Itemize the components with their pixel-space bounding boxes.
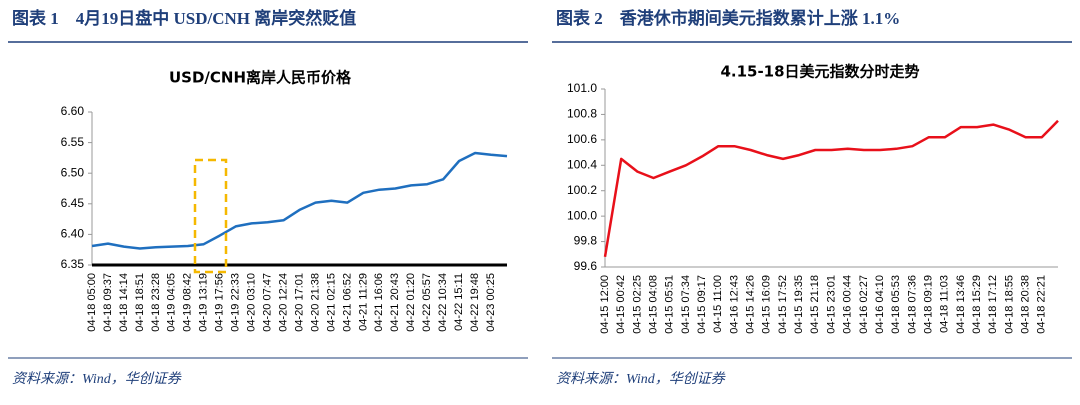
x-tick-label: 04-16 04:10	[874, 275, 886, 334]
x-tick-label: 04-19 04:05	[166, 273, 178, 332]
y-tick-label: 99.8	[574, 234, 598, 248]
y-tick-label: 6.40	[61, 227, 85, 241]
y-tick-label: 6.50	[61, 165, 85, 179]
x-tick-label: 04-20 21:38	[309, 273, 321, 332]
x-tick-label: 04-20 17:01	[293, 273, 305, 332]
x-tick-label: 04-18 09:37	[102, 273, 114, 332]
x-tick-label: 04-19 08:42	[182, 273, 194, 332]
x-tick-label: 04-19 22:33	[230, 273, 242, 332]
y-tick-label: 101.0	[567, 81, 597, 95]
x-tick-label: 04-23 00:25	[485, 273, 497, 332]
y-tick-label: 6.35	[61, 257, 85, 271]
x-tick-label: 04-20 12:24	[277, 273, 289, 332]
series-line	[603, 119, 1059, 258]
x-tick-label: 04-18 18:55	[1003, 275, 1015, 334]
x-tick-label: 04-22 01:20	[405, 273, 417, 332]
x-tick-label: 04-15 12:00	[599, 275, 611, 334]
source: 资料来源：Wind，华创证券	[556, 371, 726, 387]
x-tick-label: 04-22 10:34	[437, 273, 449, 332]
x-tick-label: 04-16 00:44	[842, 275, 854, 334]
panel-heading: 图表 2 香港休市期间美元指数累计上涨 1.1%	[556, 8, 900, 28]
x-tick-label: 04-20 03:10	[246, 273, 258, 332]
x-tick-label: 04-20 07:47	[261, 273, 273, 332]
y-tick-label: 100.6	[567, 132, 597, 146]
x-tick-label: 04-15 00:42	[615, 275, 627, 334]
series-line	[91, 151, 508, 250]
x-tick-label: 04-15 21:18	[809, 275, 821, 334]
y-tick-label: 99.6	[574, 259, 598, 273]
y-tick-label: 6.55	[61, 135, 85, 149]
x-tick-label: 04-18 05:53	[890, 275, 902, 334]
x-tick-label: 04-15 16:09	[761, 275, 773, 334]
x-tick-label: 04-18 11:03	[939, 275, 951, 333]
x-tick-label: 04-18 07:36	[906, 275, 918, 334]
highlight-box	[193, 158, 228, 274]
x-tick-label: 04-22 19:48	[469, 273, 481, 332]
x-tick-label: 04-15 04:08	[647, 275, 659, 334]
x-tick-label: 04-21 11:29	[357, 273, 369, 331]
x-tick-label: 04-21 02:15	[325, 273, 337, 332]
y-tick-label: 100.2	[567, 183, 597, 197]
chart-title: USD/CNH离岸人民币价格	[169, 69, 352, 87]
x-tick-label: 04-15 14:26	[745, 275, 757, 334]
x-tick-label: 04-15 19:35	[793, 275, 805, 334]
y-tick-label: 6.45	[61, 196, 85, 210]
source: 资料来源：Wind，华创证券	[12, 371, 182, 387]
x-tick-label: 04-15 02:25	[631, 275, 643, 334]
x-tick-label: 04-18 09:19	[922, 275, 934, 334]
x-tick-label: 04-18 22:21	[1036, 275, 1048, 334]
x-tick-label: 04-22 05:57	[421, 273, 433, 332]
chart-title: 4.15-18日美元指数分时走势	[720, 63, 919, 81]
x-tick-label: 04-21 20:43	[389, 273, 401, 332]
x-tick-label: 04-15 17:52	[777, 275, 789, 334]
y-tick-label: 6.60	[61, 104, 85, 118]
panel-heading: 图表 1 4月19日盘中 USD/CNH 离岸突然贬值	[12, 8, 356, 28]
x-tick-label: 04-18 15:29	[971, 275, 983, 334]
x-tick-label: 04-19 17:56	[214, 273, 226, 332]
x-tick-label: 04-18 17:12	[987, 275, 999, 334]
x-tick-label: 04-19 13:19	[198, 273, 210, 332]
x-tick-label: 04-22 15:11	[453, 273, 465, 331]
x-tick-label: 04-15 11:00	[712, 275, 724, 333]
x-tick-label: 04-18 23:28	[150, 273, 162, 332]
x-tick-label: 04-16 12:43	[728, 275, 740, 334]
x-tick-label: 04-18 14:14	[118, 273, 130, 332]
x-tick-label: 04-15 23:01	[825, 275, 837, 334]
x-tick-label: 04-18 13:46	[955, 275, 967, 334]
x-tick-label: 04-15 09:17	[696, 275, 708, 334]
x-tick-label: 04-15 05:51	[664, 275, 676, 334]
x-tick-label: 04-16 02:27	[858, 275, 870, 334]
x-tick-label: 04-18 20:38	[1020, 275, 1032, 334]
y-tick-label: 100.8	[567, 107, 597, 121]
x-tick-label: 04-18 05:00	[86, 273, 98, 332]
x-tick-label: 04-18 18:51	[134, 273, 146, 332]
x-tick-label: 04-21 16:06	[373, 273, 385, 332]
x-tick-label: 04-21 06:52	[341, 273, 353, 332]
x-tick-label: 04-15 07:34	[680, 275, 692, 334]
y-tick-label: 100.4	[567, 157, 597, 171]
y-tick-label: 100.0	[567, 208, 597, 222]
